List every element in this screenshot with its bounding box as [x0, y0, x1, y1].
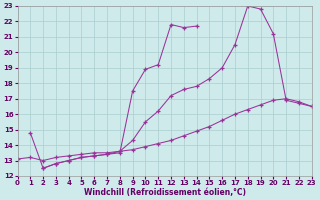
- X-axis label: Windchill (Refroidissement éolien,°C): Windchill (Refroidissement éolien,°C): [84, 188, 246, 197]
